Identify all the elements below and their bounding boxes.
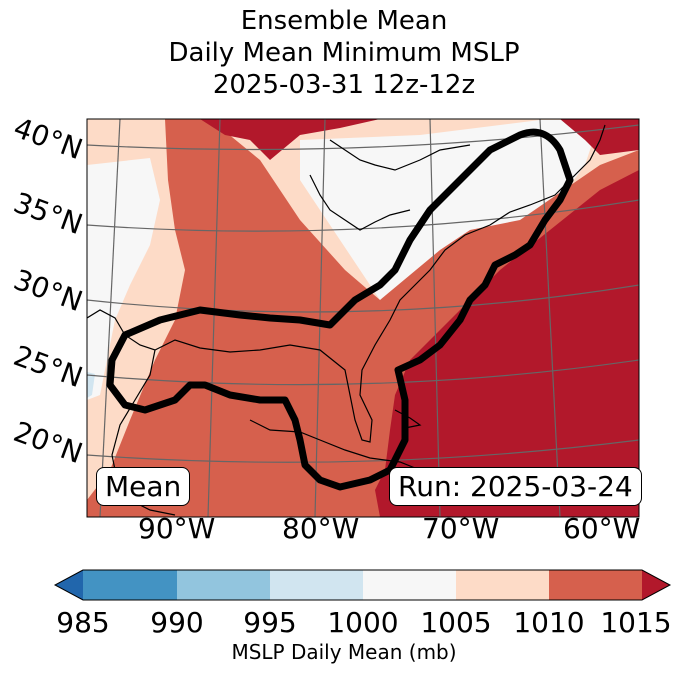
- map-frame: [86, 118, 640, 518]
- colorbar-bin-1010-1015: [549, 570, 642, 600]
- colorbar-tick: 990: [150, 606, 204, 639]
- field-over-1015-atlantic: [375, 170, 639, 517]
- field-995-1000-spot: [87, 372, 95, 398]
- colorbar-tick: 985: [56, 606, 110, 639]
- colorbar-bin-990-995: [177, 570, 270, 600]
- colorbar-tick: 1015: [600, 606, 672, 639]
- field-1000-1005-west: [87, 158, 160, 400]
- mslp-field: [87, 119, 639, 517]
- colorbar-label: MSLP Daily Mean (mb): [231, 640, 457, 664]
- lon-label-80w: 80°W: [282, 512, 360, 545]
- graticule: [87, 119, 639, 517]
- colorbar-tick: 1005: [420, 606, 492, 639]
- lon-label-70w: 70°W: [422, 512, 500, 545]
- colorbar: [53, 569, 672, 601]
- colorbar-bin-985-990: [83, 570, 177, 600]
- colorbar-tick: 1010: [513, 606, 585, 639]
- colorbar-over-arrow: [642, 570, 670, 600]
- colorbar-outline: [53, 569, 672, 601]
- colorbar-tick: 995: [243, 606, 297, 639]
- run-date-badge: Run: 2025-03-24: [389, 467, 642, 506]
- colorbar-bin-1000-1005: [363, 570, 456, 600]
- lon-label-60w: 60°W: [563, 512, 641, 545]
- mean-badge: Mean: [96, 467, 191, 506]
- colorbar-under-arrow: [55, 570, 83, 600]
- lon-label-90w: 90°W: [138, 512, 216, 545]
- title-line-3: 2025-03-31 12z-12z: [212, 70, 476, 100]
- title-line-2: Daily Mean Minimum MSLP: [168, 38, 520, 68]
- colorbar-bin-995-1000: [270, 570, 363, 600]
- ensemble-contour: [106, 128, 574, 491]
- colorbar-tick: 1000: [327, 606, 399, 639]
- colorbar-bin-1005-1010: [456, 570, 549, 600]
- title-line-1: Ensemble Mean: [240, 6, 448, 36]
- field-over-1015-north: [200, 119, 380, 160]
